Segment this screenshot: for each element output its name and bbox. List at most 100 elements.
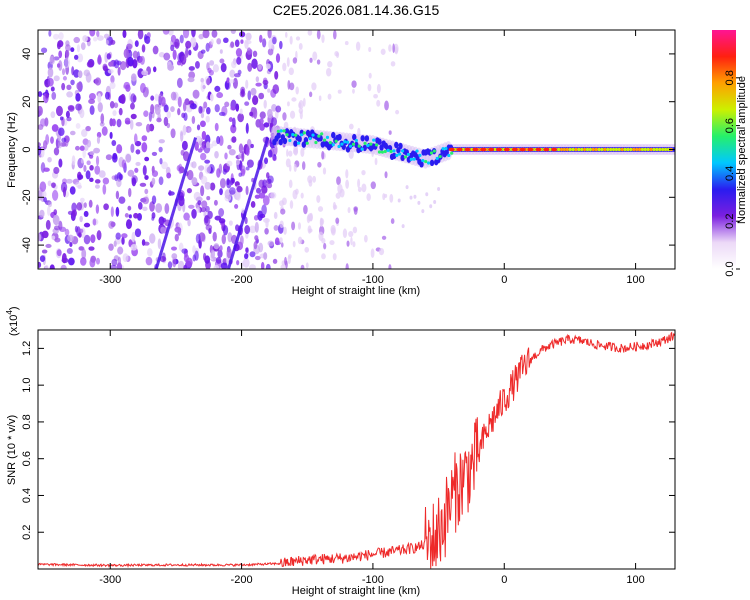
signal-peak	[328, 141, 332, 145]
noise-blob	[205, 115, 210, 123]
noise-blob	[279, 237, 283, 244]
noise-blob	[120, 93, 126, 105]
noise-blob	[185, 257, 193, 268]
signal-peak	[311, 133, 315, 137]
noise-blob	[181, 248, 188, 254]
noise-blob	[219, 58, 225, 64]
noise-blob	[112, 154, 118, 163]
noise-blob	[286, 57, 290, 68]
noise-blob	[226, 77, 230, 84]
snr-multiplier-close: )	[8, 306, 20, 310]
noise-blob	[332, 201, 337, 211]
noise-blob	[102, 177, 110, 185]
signal-core	[293, 140, 298, 147]
noise-blob	[176, 77, 183, 89]
noise-blob	[437, 187, 441, 192]
noise-blob	[373, 93, 378, 99]
signal-peak	[643, 147, 647, 152]
noise-blob	[311, 82, 317, 91]
noise-blob	[366, 193, 371, 202]
noise-blob	[258, 92, 265, 100]
x-tick-label: -200	[231, 574, 253, 586]
noise-blob	[289, 110, 296, 119]
signal-peak	[325, 135, 330, 139]
noise-blob	[280, 264, 286, 269]
noise-blob	[307, 30, 313, 36]
noise-blob	[88, 246, 95, 251]
signal-peak	[403, 155, 408, 159]
x-tick-label: -100	[362, 574, 384, 586]
noise-blob	[89, 177, 94, 183]
noise-blob	[111, 118, 116, 127]
noise-blob	[41, 47, 48, 54]
noise-blob	[212, 231, 217, 242]
noise-blob	[177, 108, 181, 116]
noise-blob	[235, 103, 240, 112]
noise-blob	[144, 35, 151, 45]
noise-blob	[361, 183, 367, 193]
noise-blob	[227, 144, 232, 150]
noise-blob	[163, 52, 171, 61]
signal-max	[464, 147, 471, 152]
noise-blob	[122, 253, 129, 263]
heatmap-x-axis: -300 -200 -100 0 100	[99, 30, 645, 286]
noise-blob	[240, 39, 244, 44]
noise-blob	[320, 217, 324, 228]
noise-blob	[121, 236, 125, 245]
noise-blob	[240, 165, 246, 175]
noise-blob	[53, 33, 60, 40]
signal-peak	[429, 151, 434, 155]
noise-blob	[69, 130, 76, 136]
noise-blob	[216, 136, 221, 145]
noise-blob	[200, 185, 205, 197]
noise-blob	[321, 150, 325, 160]
noise-blob	[58, 32, 64, 40]
noise-blob	[361, 169, 366, 176]
noise-blob	[224, 101, 230, 108]
x-tick-label: 0	[501, 274, 507, 286]
noise-blob	[285, 158, 291, 168]
noise-blob	[236, 190, 241, 201]
noise-blob	[348, 230, 354, 238]
signal-peak	[343, 140, 347, 144]
noise-blob	[286, 149, 289, 157]
noise-blob	[203, 101, 208, 109]
noise-blob	[342, 228, 348, 239]
noise-blob	[259, 34, 263, 43]
noise-blob	[62, 76, 67, 81]
noise-blob	[139, 55, 145, 65]
signal-peak	[620, 147, 624, 152]
noise-blob	[312, 175, 317, 183]
noise-blob	[65, 49, 70, 58]
signal-peak	[302, 131, 306, 135]
signal-max	[503, 147, 510, 152]
noise-blob	[380, 48, 386, 55]
noise-blob	[292, 148, 299, 155]
noise-blob	[425, 192, 429, 197]
noise-blob	[388, 264, 392, 269]
noise-blob	[218, 135, 224, 147]
noise-blob	[97, 92, 102, 103]
signal-max	[456, 147, 463, 152]
noise-blob	[227, 232, 233, 243]
signal-core	[354, 141, 359, 149]
noise-blob	[219, 188, 223, 196]
noise-blob	[59, 116, 64, 121]
noise-blob	[198, 33, 204, 40]
colorbar-label: Normalized spectral amplitude	[736, 76, 748, 224]
signal-peak	[406, 152, 410, 157]
noise-blob	[388, 130, 392, 135]
noise-blob	[322, 167, 327, 175]
noise-blob	[258, 242, 264, 253]
noise-blob	[291, 221, 296, 231]
signal-peak	[609, 147, 613, 152]
noise-blob	[390, 218, 395, 225]
signal-peak	[424, 159, 428, 164]
noise-blob	[226, 160, 233, 167]
noise-blob	[44, 264, 49, 269]
noise-blob	[291, 97, 297, 102]
noise-blob	[52, 214, 60, 226]
noise-blob	[137, 30, 144, 40]
snr-plot-area	[38, 330, 675, 569]
noise-blob	[211, 30, 218, 38]
